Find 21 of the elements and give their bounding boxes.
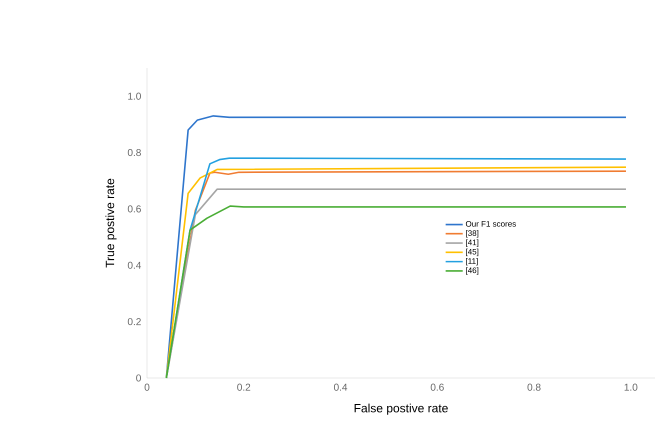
x-tick-label: 0.6 xyxy=(430,384,444,391)
x-tick-label: 0 xyxy=(144,384,150,391)
line-series xyxy=(166,115,627,379)
legend-label: Our F1 scores xyxy=(466,221,516,227)
x-tick-label: 0.8 xyxy=(527,384,541,391)
y-tick-label: 0.6 xyxy=(128,205,141,212)
y-tick-label: 0.8 xyxy=(128,149,141,156)
x-tick-label: 0.2 xyxy=(237,384,250,391)
y-tick-label: 0.2 xyxy=(128,318,141,326)
x-tick-label: 1.0 xyxy=(624,384,638,391)
y-tick-label: 0.4 xyxy=(128,262,142,269)
legend-label: [46] xyxy=(466,267,478,275)
x-axis-title: False postive rate xyxy=(354,404,448,415)
y-axis-title: True postive rate xyxy=(105,178,117,268)
legend-label: [41] xyxy=(466,239,478,247)
y-tick-label: 1.0 xyxy=(128,92,141,100)
x-tick-label: 0.4 xyxy=(334,384,348,391)
legend-label: [38] xyxy=(466,230,478,238)
legend-label: [11] xyxy=(466,258,478,266)
y-tick-label: 0 xyxy=(136,374,141,382)
legend-label: [45] xyxy=(466,248,478,256)
